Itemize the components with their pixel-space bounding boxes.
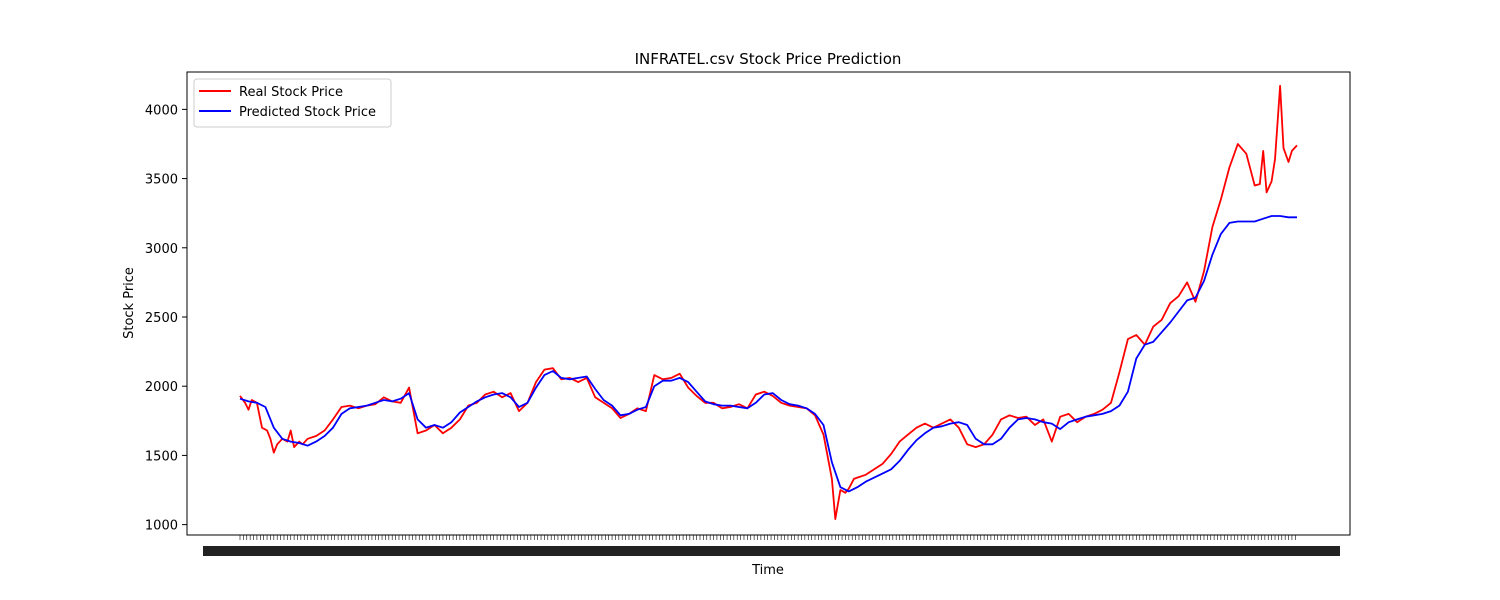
y-tick-label: 1000 — [145, 519, 178, 534]
legend-label-real: Real Stock Price — [239, 85, 343, 100]
y-tick-label: 2000 — [145, 380, 178, 395]
legend-box — [193, 78, 392, 128]
y-tick-label: 1500 — [145, 449, 178, 464]
y-axis-label: Stock Price — [122, 267, 137, 339]
y-tick-label: 4000 — [145, 103, 178, 118]
plot-frame — [186, 71, 1351, 536]
x-axis-ticks — [203, 535, 1340, 556]
series-layer — [239, 84, 1298, 520]
chart-title: INFRATEL.csv Stock Price Prediction — [635, 50, 902, 68]
y-axis-ticks: 1000 1500 2000 2500 3000 3500 4000 — [145, 103, 187, 534]
plot-area: 1000 1500 2000 2500 3000 3500 4000 — [145, 71, 1351, 556]
x-axis-label: Time — [751, 563, 784, 578]
y-tick-label: 3000 — [145, 242, 178, 257]
y-tick-label: 3500 — [145, 173, 178, 188]
y-tick-label: 2500 — [145, 311, 178, 326]
series-line-predicted — [239, 215, 1297, 493]
legend: Real Stock Price Predicted Stock Price — [193, 78, 392, 128]
x-tick-labels-overlapping — [203, 546, 1340, 556]
legend-label-predicted: Predicted Stock Price — [239, 105, 376, 120]
